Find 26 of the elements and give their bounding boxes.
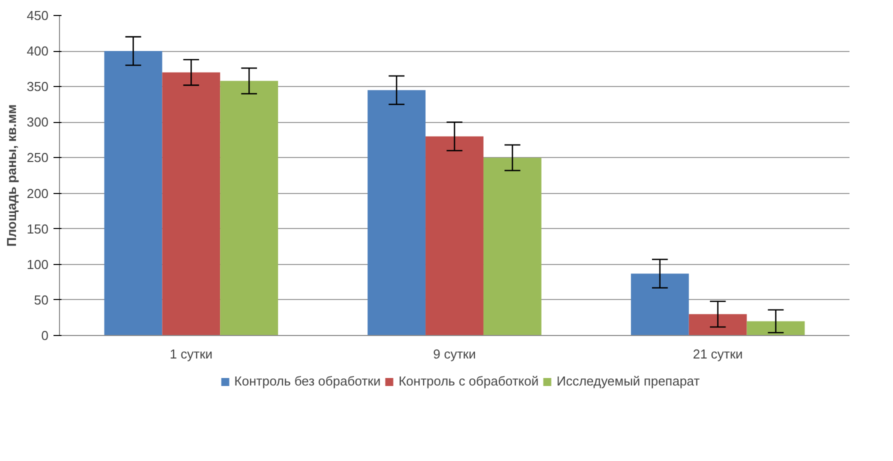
legend-label: Исследуемый препарат: [556, 374, 700, 388]
y-tick-label: 0: [41, 328, 49, 343]
bar: [630, 274, 689, 336]
bar: [162, 72, 220, 336]
y-tick-label: 300: [26, 114, 49, 130]
bar: [688, 314, 747, 336]
x-tick-label: 21 сутки: [692, 346, 743, 362]
y-tick-label: 400: [26, 44, 49, 59]
bar: [746, 321, 805, 336]
y-axis-title: Площадь раны, кв.мм: [4, 104, 19, 247]
legend-label: Контроль без обработки: [234, 374, 381, 388]
bar: [220, 80, 278, 336]
y-tick-label: 350: [26, 79, 49, 94]
bar: [426, 136, 484, 336]
legend-label: Контроль с обработкой: [398, 374, 539, 388]
x-tick-label: 1 сутки: [170, 346, 213, 362]
y-tick-label: 100: [26, 256, 49, 272]
y-tick-label: 450: [26, 8, 49, 23]
y-tick-label: 50: [34, 292, 49, 308]
y-tick-label: 200: [26, 186, 49, 201]
bar: [368, 90, 426, 336]
y-tick-label: 150: [26, 221, 49, 236]
x-tick-label: 9 сутки: [433, 346, 476, 362]
y-tick-label: 250: [26, 150, 49, 166]
bar: [104, 51, 162, 336]
bar: [483, 158, 542, 336]
